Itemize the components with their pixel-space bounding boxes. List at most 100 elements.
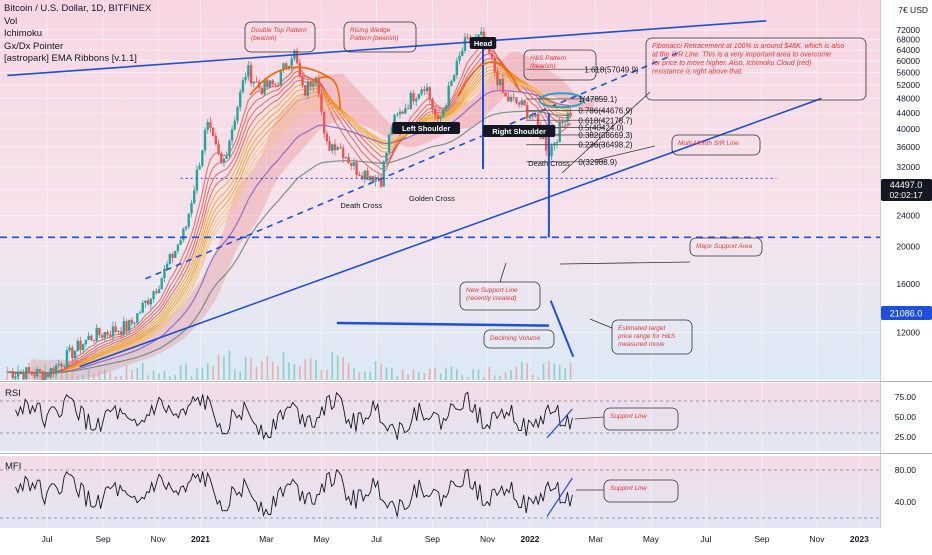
candle-body (111, 326, 115, 337)
candle-body (149, 298, 153, 305)
multi-month-note[interactable]: Multi-Month S/R Line (671, 134, 761, 156)
volume-bar (298, 366, 301, 380)
currency-label: 7€ USD (898, 5, 928, 15)
volume-bar (347, 363, 350, 380)
candle-body (358, 175, 361, 176)
svg-text:Right Shoulder: Right Shoulder (492, 127, 546, 136)
annotations[interactable]: Double Top Pattern(bearish) Rising WedgeP… (244, 21, 867, 503)
major-support-note[interactable]: Major Support Area (689, 237, 763, 257)
candle-body (176, 244, 180, 251)
double-top-note[interactable]: Double Top Pattern(bearish) (244, 21, 316, 53)
mfi-tick-label: 80.00 (895, 465, 917, 475)
volume-bar (353, 368, 355, 380)
indicator-ichimoku[interactable]: Ichimoku (4, 28, 43, 39)
volume-bar (98, 370, 101, 380)
volume-bar (396, 376, 399, 380)
volume-bar (315, 360, 317, 380)
symbol-title[interactable]: Bitcoin / U.S. Dollar, 1D, BITFINEX (4, 3, 152, 14)
rsi-support-line[interactable] (546, 408, 573, 439)
fibonacci-note[interactable]: Fibonacci Retracement at 100% is around … (645, 37, 867, 101)
candle-body (561, 122, 564, 123)
time-tick-label: Sep (754, 534, 769, 544)
volume-bar (147, 375, 149, 380)
volume-bar (326, 369, 328, 380)
price-tick-label: 40000 (896, 124, 920, 134)
volume-bar (71, 367, 74, 380)
candle-body (103, 332, 107, 338)
indicator-ema-ribbons[interactable]: [astropark] EMA Ribbons [v.1.1] (4, 53, 137, 64)
candle-body (130, 320, 134, 324)
volume-bar (428, 368, 431, 380)
price-tick-label: 64000 (896, 45, 920, 55)
ichimoku-cloud-area (30, 51, 595, 380)
volume-bar (531, 374, 534, 380)
price-tick-label: 68000 (896, 35, 920, 45)
volume-bar (510, 370, 512, 380)
price-tick-label: 44000 (896, 108, 920, 118)
candle-body (195, 169, 199, 191)
price-axis[interactable]: 12000 16000 20000 24000 32000 36000 40000 44000… (895, 25, 921, 507)
candle-body (295, 50, 299, 64)
candle-body (428, 87, 431, 99)
mfi-support-note[interactable]: Support Line (603, 479, 679, 503)
candle-body (136, 313, 139, 323)
candle-body (398, 111, 402, 115)
volume-bar (163, 370, 166, 380)
declining-volume-arrow[interactable] (549, 300, 575, 358)
ema-ribbon-line (7, 77, 571, 374)
resistance-highlight[interactable] (538, 92, 585, 109)
volume-bar (537, 376, 539, 380)
volume-bar (418, 372, 420, 380)
candle-body (90, 335, 93, 340)
candle-body (333, 144, 337, 151)
candle-body (192, 190, 196, 204)
declining-volume-line[interactable] (336, 321, 549, 327)
ema-ribbon-line (7, 62, 571, 375)
candle-body (331, 144, 334, 151)
candle-body (260, 87, 264, 95)
mfi-support-line[interactable] (546, 477, 573, 517)
candle-body (452, 75, 456, 82)
indicator-gxdx-pointer[interactable]: Gx/Dx Pointer (4, 40, 64, 52)
indicator-volume[interactable]: Vol (4, 15, 18, 27)
head-label[interactable]: Head (469, 37, 497, 49)
candle-body (138, 312, 142, 314)
rsi-line (15, 391, 573, 441)
candle-body (198, 165, 201, 170)
svg-text:Double Top Pattern: Double Top Pattern (251, 27, 307, 34)
price-pane-background (0, 0, 880, 380)
fib-level-label: 1.618(57049.9) (584, 65, 639, 74)
price-tick-label: 16000 (896, 279, 920, 289)
candle-body (52, 368, 55, 374)
candle-body (306, 81, 310, 96)
candle-body (339, 147, 342, 148)
trend-line[interactable] (145, 51, 680, 280)
volume-bar (358, 372, 361, 380)
time-axis[interactable]: Jul Sep Nov 2021 Mar May Jul Sep Nov 2022 Mar May Ju… (42, 534, 869, 544)
declining-volume-note[interactable]: Declining Volume (483, 329, 555, 349)
candle-body (363, 170, 366, 180)
candle-body (122, 321, 125, 335)
rsi-tick-label: 50.00 (895, 412, 917, 422)
right-shoulder-label[interactable]: Right Shoulder (482, 125, 556, 137)
trend-line[interactable] (79, 97, 822, 368)
volume-bar (6, 366, 9, 380)
candle-body (496, 71, 499, 86)
candle-body (298, 63, 301, 77)
volume-bar (515, 366, 518, 380)
hs-pattern-note[interactable]: H&S Pattern(bearish) (523, 49, 597, 81)
candle-body (54, 365, 58, 374)
candle-body (444, 105, 448, 110)
trend-line[interactable] (7, 20, 767, 77)
candle-body (266, 79, 269, 88)
volume-bar (261, 361, 263, 380)
candle-body (520, 100, 524, 105)
candle-body (160, 278, 163, 290)
left-shoulder-label[interactable]: Left Shoulder (392, 122, 461, 134)
rsi-support-note[interactable]: Support Line (603, 407, 679, 431)
candle-body (285, 63, 288, 68)
